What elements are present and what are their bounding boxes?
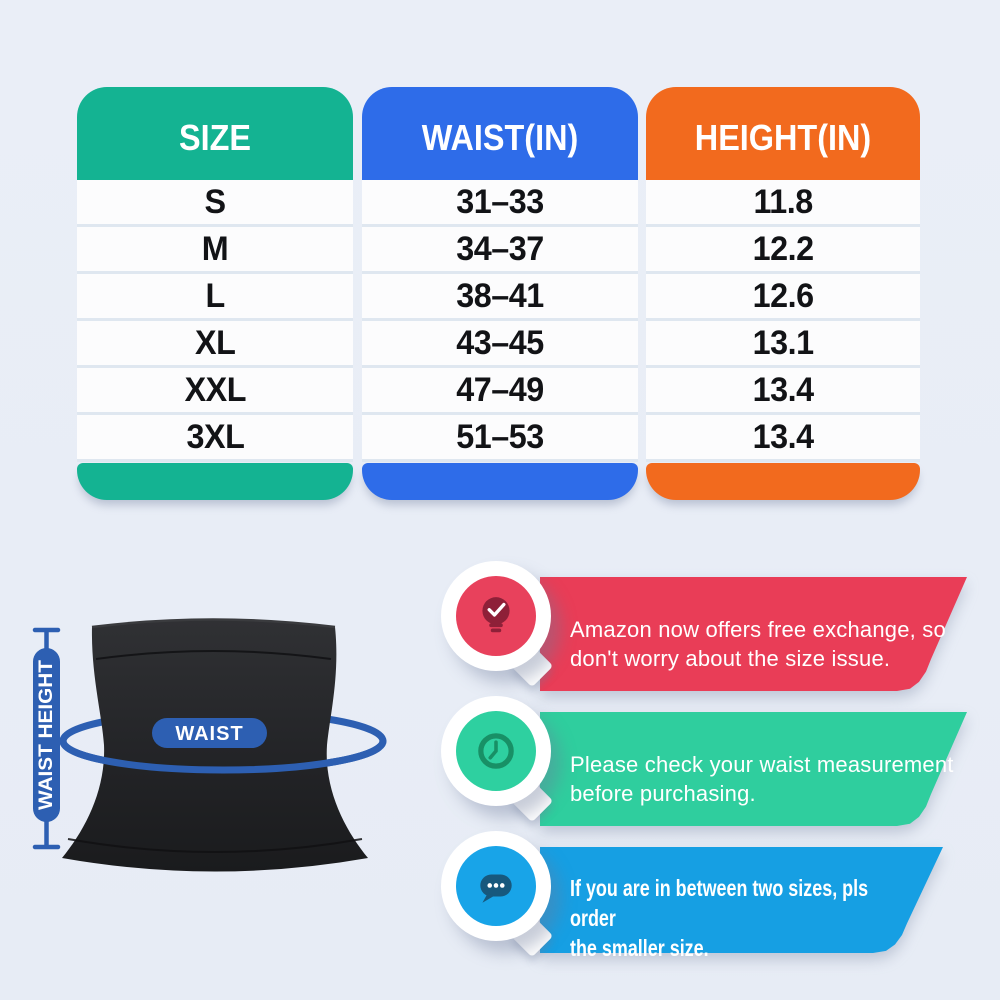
table-cell: 31–33: [362, 180, 638, 227]
callout-free-exchange: Amazon now offers free exchange, so don'…: [441, 561, 986, 696]
callout-check-measurement: Please check your waist measurement befo…: [441, 696, 986, 831]
size-chart-column-size: SIZE S M L XL XXL 3XL: [77, 87, 353, 500]
table-cell: 51–53: [362, 415, 638, 462]
table-cell: 47–49: [362, 368, 638, 415]
garment-bottom-seam: [67, 838, 363, 853]
height-measure-caps: [32, 627, 61, 850]
column-header-size: SIZE: [77, 87, 353, 180]
waist-height-label: WAIST HEIGHT: [36, 660, 57, 810]
waist-label: WAIST: [175, 723, 243, 745]
clock-icon: [478, 733, 514, 769]
callout-text: If you are in between two sizes, pls ord…: [570, 875, 869, 961]
column-header-label: SIZE: [178, 116, 251, 158]
table-cell: XXL: [77, 368, 353, 415]
table-cell: 3XL: [77, 415, 353, 462]
column-footer-bar: [362, 463, 638, 500]
table-cell: S: [77, 180, 353, 227]
waist-height-pill: [33, 648, 60, 822]
waist-pill: [152, 718, 267, 748]
table-cell: 12.6: [646, 274, 920, 321]
garment-top-seam: [95, 650, 332, 660]
callout-between-sizes: If you are in between two sizes, pls ord…: [441, 831, 986, 966]
chat-dots-icon: [480, 874, 512, 903]
table-cell: 34–37: [362, 227, 638, 274]
table-cell: 13.4: [646, 415, 920, 462]
column-footer-bar: [646, 463, 920, 500]
column-header-label: HEIGHT(IN): [694, 116, 872, 158]
badge-circle: [441, 561, 551, 671]
column-header-waist: WAIST(IN): [362, 87, 638, 180]
table-cell: 43–45: [362, 321, 638, 368]
callout-banner: [540, 712, 967, 826]
garment-top-rim: [91, 618, 336, 629]
badge-circle: [441, 696, 551, 806]
table-cell: XL: [77, 321, 353, 368]
table-cell: 38–41: [362, 274, 638, 321]
lightbulb-check-icon: [482, 597, 510, 633]
table-cell: 11.8: [646, 180, 920, 227]
callout-banner: [540, 577, 967, 691]
table-cell: 12.2: [646, 227, 920, 274]
size-chart-column-waist: WAIST(IN) 31–33 34–37 38–41 43–45 47–49 …: [362, 87, 638, 500]
callout-banner: [540, 847, 943, 953]
waist-measure-ellipse-front: [59, 737, 387, 774]
column-footer-bar: [77, 463, 353, 500]
column-header-height: HEIGHT(IN): [646, 87, 920, 180]
table-cell: L: [77, 274, 353, 321]
waist-measurement-diagram: WAIST HEIGHT WAIST: [32, 618, 387, 872]
callout-text: Amazon now offers free exchange, so don'…: [570, 617, 946, 671]
table-cell: M: [77, 227, 353, 274]
table-cell: 13.4: [646, 368, 920, 415]
callout-text: Please check your waist measurement befo…: [570, 752, 954, 806]
table-cell: 13.1: [646, 321, 920, 368]
column-header-label: WAIST(IN): [421, 116, 579, 158]
size-chart-column-height: HEIGHT(IN) 11.8 12.2 12.6 13.1 13.4 13.4: [646, 87, 920, 500]
badge-circle: [441, 831, 551, 941]
